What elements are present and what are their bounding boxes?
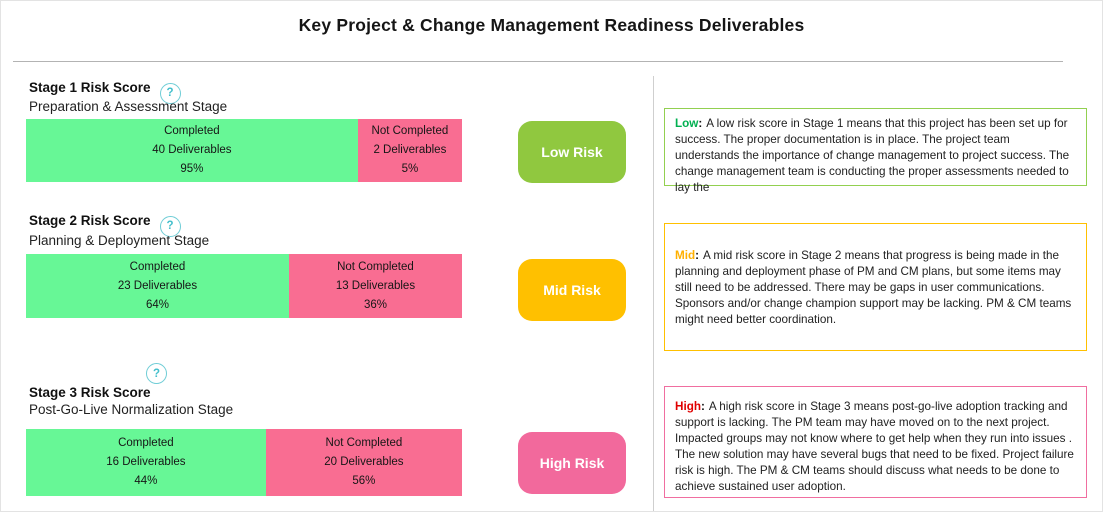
stage-1-subtitle: Preparation & Assessment Stage (29, 99, 228, 114)
not-completed-deliverables: 20 Deliverables (324, 456, 404, 468)
note-body: A high risk score in Stage 3 means post-… (675, 400, 1074, 493)
stage-3-bar: Completed 16 Deliverables 44% Not Comple… (26, 429, 462, 496)
low-risk-badge: Low Risk (518, 121, 626, 183)
mid-risk-note: Mid: A mid risk score in Stage 2 means th… (664, 223, 1087, 351)
stage-2-header: Stage 2 Risk Score? (29, 213, 181, 237)
note-colon: : (695, 249, 700, 262)
stage-1-header: Stage 1 Risk Score? (29, 80, 181, 104)
completed-label: Completed (118, 437, 174, 449)
high-risk-badge: High Risk (518, 432, 626, 494)
vertical-divider (653, 76, 654, 511)
stage-3-header: Stage 3 Risk Score? (29, 363, 167, 400)
not-completed-label: Not Completed (337, 260, 414, 273)
high-risk-note: High: A high risk score in Stage 3 means … (664, 386, 1087, 498)
stage-1-title: Stage 1 Risk Score (29, 80, 151, 95)
not-completed-label: Not Completed (371, 125, 449, 137)
stage-2-bar: Completed 23 Deliverables 64% Not Comple… (26, 254, 462, 318)
note-lead: Low (675, 117, 699, 130)
completed-pct: 64% (145, 298, 169, 311)
completed-label: Completed (164, 125, 220, 137)
completed-deliverables: 40 Deliverables (152, 144, 232, 156)
completed-deliverables: 23 Deliverables (117, 279, 198, 292)
not-completed-deliverables: 13 Deliverables (335, 279, 416, 292)
stage-3-subtitle: Post-Go-Live Normalization Stage (29, 402, 234, 417)
stage-3-title: Stage 3 Risk Score (29, 385, 151, 400)
completed-deliverables: 16 Deliverables (106, 456, 186, 468)
page-title: Key Project & Change Management Readines… (298, 15, 805, 35)
completed-pct: 95% (180, 163, 204, 175)
not-completed-pct: 5% (401, 163, 419, 175)
note-colon: : (700, 400, 705, 413)
not-completed-segment: Not Completed 13 Deliverables 36% (288, 254, 462, 318)
completed-segment: Completed 23 Deliverables 64% (26, 254, 289, 318)
title-divider (13, 61, 1063, 62)
stage-2-subtitle: Planning & Deployment Stage (29, 233, 210, 248)
low-risk-note: Low: A low risk score in Stage 1 means th… (664, 108, 1087, 194)
not-completed-deliverables: 2 Deliverables (373, 144, 447, 156)
help-icon[interactable]: ? (146, 363, 167, 384)
not-completed-pct: 56% (352, 475, 376, 487)
stage-2-title: Stage 2 Risk Score (29, 213, 151, 228)
note-lead: Mid (675, 249, 696, 262)
note-body: A low risk score in Stage 1 means that t… (675, 117, 1070, 194)
note-body: A mid risk score in Stage 2 means that p… (675, 249, 1072, 326)
help-icon[interactable]: ? (159, 215, 181, 237)
completed-pct: 44% (134, 475, 158, 487)
mid-risk-badge: Mid Risk (518, 259, 626, 321)
completed-segment: Completed 40 Deliverables 95% (26, 119, 358, 182)
stage-1-bar: Completed 40 Deliverables 95% Not Comple… (26, 119, 462, 182)
not-completed-segment: Not Completed 20 Deliverables 56% (265, 429, 462, 496)
not-completed-label: Not Completed (325, 437, 403, 449)
note-lead: High (675, 400, 701, 413)
completed-segment: Completed 16 Deliverables 44% (26, 429, 266, 496)
not-completed-pct: 36% (363, 298, 387, 311)
not-completed-segment: Not Completed 2 Deliverables 5% (357, 119, 462, 182)
completed-label: Completed (129, 260, 186, 273)
note-colon: : (698, 117, 703, 130)
help-icon[interactable]: ? (159, 82, 181, 104)
